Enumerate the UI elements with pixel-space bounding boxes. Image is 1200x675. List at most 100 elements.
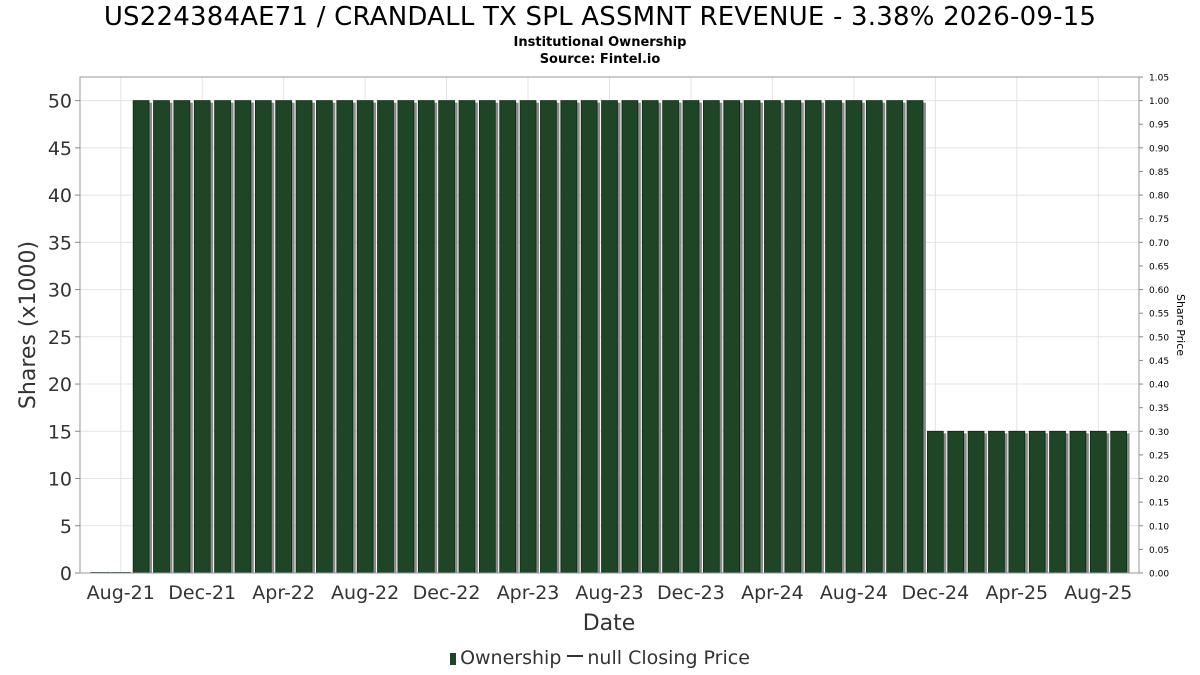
bar-ownership [540, 100, 557, 574]
y2-tick-label: 0.35 [1149, 404, 1169, 414]
x-tick-label: Dec-23 [657, 582, 725, 604]
bar-ownership [947, 430, 965, 574]
x-tick-label: Aug-21 [87, 582, 155, 604]
bar-ownership [784, 100, 802, 574]
bar-ownership [641, 100, 659, 574]
bar-ownership [967, 430, 985, 574]
y2-tick-label: 0.40 [1149, 381, 1169, 391]
y2-tick-label: 0.50 [1149, 333, 1169, 343]
y2-axis-label: Share Price [1174, 294, 1187, 356]
x-tick-label: Dec-22 [413, 582, 481, 604]
bar-ownership [886, 100, 903, 574]
legend-closing-price: null Closing Price [587, 647, 750, 669]
x-tick-label: Aug-24 [820, 582, 888, 604]
x-tick-label: Apr-25 [985, 582, 1048, 604]
y2-tick-label: 0.75 [1149, 215, 1169, 225]
y-axis-label: Shares (x1000) [16, 241, 41, 409]
bar-ownership [764, 100, 781, 574]
x-tick-label: Apr-24 [741, 582, 804, 604]
bar-ownership [1069, 430, 1087, 574]
legend-bar-swatch [450, 653, 457, 665]
bar-ownership [234, 100, 252, 574]
y2-tick-label: 0.65 [1149, 262, 1169, 272]
y2-tick-label: 0.55 [1149, 310, 1169, 320]
plot-border [79, 76, 1140, 574]
y2-tick-label: 0.70 [1149, 239, 1169, 249]
y-tick-label: 50 [48, 91, 72, 113]
y-tick-label: 15 [48, 421, 72, 443]
bar-ownership [193, 100, 211, 574]
bar-ownership [1008, 430, 1026, 574]
bar-ownership [377, 100, 394, 574]
y2-tick-label: 0.25 [1149, 451, 1169, 461]
bar-ownership [336, 100, 354, 574]
y2-tick-label: 0.80 [1149, 192, 1169, 202]
bar-ownership [132, 100, 150, 574]
bar-ownership [153, 100, 170, 574]
y2-tick-label: 0.60 [1149, 286, 1169, 296]
bar-ownership [702, 100, 720, 574]
bar-ownership [356, 100, 374, 574]
bar-ownership [1089, 430, 1107, 574]
bar-ownership [499, 100, 517, 574]
bar-ownership [601, 100, 618, 574]
bar-ownership [804, 100, 822, 574]
y-tick-label: 20 [48, 374, 72, 396]
x-tick-label: Aug-23 [575, 582, 643, 604]
chart-subtitle: Institutional Ownership [513, 35, 687, 50]
bar-ownership [845, 100, 863, 574]
bar-ownership [1110, 430, 1127, 574]
bar-ownership [1028, 430, 1046, 574]
bar-ownership [458, 100, 476, 574]
bar-ownership [906, 100, 924, 574]
bar-ownership [275, 100, 292, 574]
y2-tick-label: 0.05 [1149, 546, 1169, 556]
y2-tick-label: 0.15 [1149, 499, 1169, 509]
bar-ownership [743, 100, 761, 574]
chart-source: Source: Fintel.io [539, 52, 661, 67]
y2-tick-label: 1.05 [1149, 74, 1169, 84]
chart-title: US224384AE71 / CRANDALL TX SPL ASSMNT RE… [103, 2, 1097, 32]
legend: Ownership null Closing Price [0, 647, 1200, 669]
bar-ownership [988, 430, 1005, 574]
bar-ownership [316, 100, 333, 574]
legend-line-swatch [567, 655, 584, 657]
y2-tick-label: 0.85 [1149, 168, 1169, 178]
bar-ownership [397, 100, 415, 574]
bar-ownership [438, 100, 455, 574]
bar-ownership [682, 100, 700, 574]
x-tick-label: Aug-22 [331, 582, 399, 604]
x-tick-label: Aug-25 [1064, 582, 1132, 604]
x-tick-label: Apr-22 [252, 582, 315, 604]
y2-tick-label: 0.20 [1149, 475, 1169, 485]
y2-tick-label: 0.30 [1149, 428, 1169, 438]
y2-tick-label: 0.90 [1149, 144, 1169, 154]
x-tick-label: Dec-24 [901, 582, 969, 604]
bar-ownership [173, 100, 191, 574]
y-tick-label: 30 [48, 280, 72, 302]
bar-ownership [723, 100, 741, 574]
y2-tick-label: 0.95 [1149, 121, 1169, 131]
bar-ownership [621, 100, 639, 574]
y-tick-label: 45 [48, 138, 72, 160]
y-tick-label: 10 [48, 469, 72, 491]
bar-ownership [927, 430, 944, 574]
x-tick-label: Apr-23 [497, 582, 560, 604]
bar-ownership [519, 100, 537, 574]
y2-tick-label: 1.00 [1149, 97, 1169, 107]
y-tick-label: 5 [60, 516, 72, 538]
legend-ownership: Ownership [460, 647, 562, 669]
y2-tick-label: 0.00 [1149, 570, 1169, 580]
bar-ownership [478, 100, 496, 574]
bar-ownership [295, 100, 313, 574]
y-tick-label: 0 [60, 563, 72, 585]
y-tick-label: 25 [48, 327, 72, 349]
x-tick-label: Dec-21 [168, 582, 236, 604]
bar-ownership [580, 100, 598, 574]
y-tick-label: 35 [48, 232, 72, 254]
x-axis-label: Date [583, 611, 636, 636]
y-tick-label: 40 [48, 185, 72, 207]
bar-ownership [214, 100, 231, 574]
bar-ownership [417, 100, 435, 574]
